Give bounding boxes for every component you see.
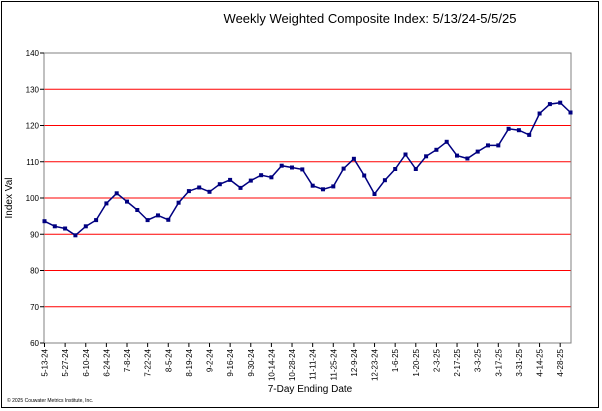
- data-point: [248, 178, 253, 183]
- data-point: [300, 167, 305, 172]
- x-tick-label: 10-28-24: [288, 348, 297, 381]
- data-point: [83, 224, 88, 229]
- data-point: [42, 219, 47, 224]
- x-tick-label: 11-11-24: [309, 348, 318, 379]
- data-point: [496, 143, 501, 148]
- x-tick-label: 7-22-24: [144, 348, 153, 376]
- data-point: [341, 166, 346, 171]
- data-point: [176, 200, 181, 205]
- data-point: [63, 226, 68, 231]
- chart-title: Weekly Weighted Composite Index: 5/13/24…: [224, 11, 517, 26]
- data-point: [547, 102, 552, 107]
- data-point: [259, 173, 264, 178]
- data-point: [156, 213, 160, 218]
- data-point: [269, 175, 274, 180]
- data-point: [197, 185, 202, 190]
- y-tick-label: 110: [26, 158, 39, 167]
- y-axis-ticks: 60 70 80 90 100 110 120 130 140: [26, 49, 44, 348]
- x-tick-label: 3-31-25: [515, 348, 524, 376]
- data-point: [321, 187, 325, 192]
- data-point: [413, 167, 418, 171]
- x-tick-label: 8-5-24: [164, 348, 173, 372]
- data-point: [434, 147, 439, 152]
- x-axis-ticks: 5-13-24 5-27-24 6-10-24 6-24-24 7-8-24 7-22-2…: [41, 343, 565, 381]
- x-tick-label: 12-23-24: [371, 348, 380, 381]
- data-point: [475, 149, 480, 154]
- x-tick-label: 2-17-25: [453, 348, 462, 376]
- x-tick-label: 5-27-24: [61, 348, 70, 376]
- y-tick-label: 120: [26, 122, 40, 131]
- y-tick-label: 140: [26, 49, 40, 58]
- data-point: [362, 173, 367, 178]
- x-axis-label: 7-Day Ending Date: [268, 384, 353, 395]
- data-point: [135, 208, 140, 212]
- data-point: [238, 185, 243, 190]
- x-tick-label: 6-10-24: [82, 348, 91, 376]
- x-tick-label: 6-24-24: [102, 348, 111, 376]
- data-point: [537, 111, 542, 116]
- x-tick-label: 12-9-24: [350, 348, 359, 376]
- y-tick-label: 80: [30, 267, 39, 276]
- data-point: [186, 189, 191, 194]
- x-tick-label: 3-3-25: [474, 348, 483, 372]
- x-tick-label: 9-2-24: [206, 348, 215, 372]
- copyright-text: © 2025 Couwater Metrics Institute, Inc.: [7, 397, 93, 404]
- data-point: [351, 156, 356, 161]
- y-tick-label: 90: [30, 230, 39, 239]
- y-tick-label: 70: [30, 303, 39, 312]
- series-layer: [42, 100, 573, 238]
- y-tick-label: 130: [26, 85, 40, 94]
- x-tick-label: 8-19-24: [185, 348, 194, 376]
- data-point: [52, 224, 57, 229]
- y-axis-label: Index Val: [4, 178, 15, 219]
- x-tick-label: 3-17-25: [494, 348, 503, 376]
- x-tick-label: 11-25-24: [329, 348, 338, 380]
- data-point: [403, 152, 408, 157]
- data-point: [73, 233, 78, 238]
- data-point: [114, 191, 119, 196]
- data-point: [166, 217, 171, 222]
- data-point: [516, 128, 521, 133]
- data-point: [94, 218, 99, 223]
- data-point: [217, 182, 222, 187]
- x-tick-label: 2-3-25: [432, 348, 441, 372]
- data-point: [382, 178, 387, 183]
- data-point: [207, 189, 212, 194]
- data-point: [372, 192, 377, 196]
- data-point: [568, 110, 573, 115]
- x-tick-label: 9-16-24: [226, 348, 235, 376]
- data-point: [279, 163, 284, 168]
- x-tick-label: 4-28-25: [556, 348, 565, 376]
- data-point: [486, 143, 490, 148]
- x-tick-label: 7-8-24: [123, 348, 132, 372]
- data-point: [393, 167, 398, 171]
- series-line: [44, 101, 572, 237]
- data-point: [125, 199, 129, 204]
- x-tick-label: 10-14-24: [267, 348, 276, 381]
- y-tick-label: 60: [30, 339, 39, 348]
- data-point: [331, 184, 336, 189]
- data-point: [444, 139, 449, 144]
- y-tick-label: 100: [26, 194, 40, 203]
- x-tick-label: 5-13-24: [41, 348, 50, 376]
- data-point: [558, 100, 563, 105]
- x-tick-label: 1-6-25: [391, 348, 400, 372]
- x-tick-label: 4-14-25: [536, 348, 545, 376]
- data-point: [527, 132, 532, 137]
- x-tick-label: 1-20-25: [412, 348, 421, 376]
- data-point: [228, 177, 233, 182]
- data-point: [290, 165, 294, 170]
- data-point: [506, 126, 511, 131]
- data-point: [424, 154, 429, 159]
- x-tick-label: 9-30-24: [247, 348, 256, 376]
- data-point: [145, 218, 150, 223]
- data-point: [455, 153, 459, 158]
- data-point: [465, 156, 470, 161]
- data-point: [104, 201, 109, 206]
- data-point: [310, 183, 315, 188]
- gridlines: [44, 52, 571, 308]
